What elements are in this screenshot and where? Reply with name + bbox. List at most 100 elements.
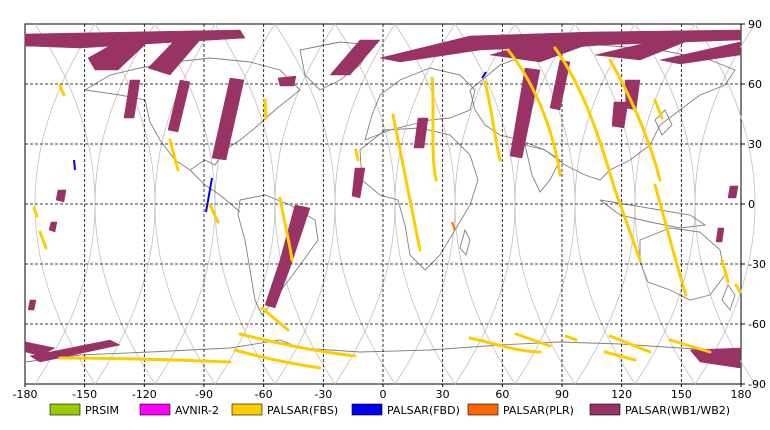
legend-label: PALSAR(PLR) — [503, 404, 574, 417]
legend-label: PALSAR(FBD) — [387, 404, 460, 417]
legend: PRSIM AVNIR-2 PALSAR(FBS) PALSAR(FBD) PALSAR… — [49, 403, 730, 417]
longitude-label: 0 — [380, 388, 387, 401]
longitude-label: 180 — [731, 388, 752, 401]
fbs-track-26 — [354, 148, 360, 162]
legend-swatch — [467, 403, 499, 416]
fbs-track-6 — [483, 80, 502, 162]
fbs-track-28 — [263, 98, 268, 120]
fbs-track-4 — [430, 76, 438, 182]
wb-swath-na-2 — [167, 79, 191, 133]
longitude-label: -150 — [72, 388, 97, 401]
legend-swatch — [589, 403, 621, 416]
wb-swath-africa — [351, 167, 366, 199]
fbs-track-9 — [260, 306, 290, 332]
longitude-label: 120 — [611, 388, 632, 401]
legend-swatch — [49, 403, 81, 416]
longitude-label: 90 — [555, 388, 569, 401]
wb-swath-asia-4 — [611, 101, 629, 129]
plr-track-1 — [451, 221, 456, 231]
palsar-fbs-tracks — [32, 46, 742, 370]
palsar-plr-tracks — [451, 221, 456, 231]
fbs-track-18 — [564, 334, 578, 342]
latitude-label: -30 — [748, 258, 766, 271]
latitude-label: -60 — [748, 318, 766, 331]
antarctica-coastline — [24, 339, 741, 363]
fbs-track-17 — [603, 350, 637, 362]
india-coastline — [524, 144, 561, 193]
longitude-label: 30 — [436, 388, 450, 401]
longitude-label: 60 — [495, 388, 509, 401]
latitude-label: 30 — [748, 138, 762, 151]
wb-swath-arctic-1 — [24, 29, 246, 49]
fbs-track-10 — [238, 332, 357, 358]
legend-swatch — [139, 403, 171, 416]
fbd-track-2 — [205, 177, 213, 213]
new-zealand-coastline — [721, 284, 736, 311]
africa-coastline — [359, 127, 479, 271]
fbs-track-8 — [278, 196, 294, 262]
palsar-fbd-tracks — [73, 71, 487, 213]
palsar-wb-swaths — [24, 29, 741, 369]
wb-swath-east-2 — [727, 185, 739, 199]
wb-swath-arctic-7 — [594, 39, 691, 61]
europe-coastline — [364, 67, 476, 141]
wb-swath-pacific-3 — [27, 299, 37, 311]
fbs-track-13 — [468, 336, 542, 354]
wb-swath-na-3 — [211, 77, 245, 161]
wb-swath-na-1 — [123, 79, 141, 119]
fbs-track-14 — [514, 332, 552, 348]
latitude-label: 90 — [748, 18, 762, 31]
wb-swath-pacific-1 — [55, 189, 67, 203]
madagascar-coastline — [459, 228, 471, 256]
fbs-track-3 — [608, 58, 662, 182]
fbd-track-3 — [73, 159, 76, 171]
legend-label: PRSIM — [85, 404, 119, 417]
fbs-track-5 — [391, 113, 422, 252]
wb-swath-sa — [264, 204, 311, 309]
wb-swath-arctic-3 — [147, 39, 201, 76]
legend-swatch — [231, 403, 263, 416]
fbs-track-24 — [720, 258, 730, 284]
legend-swatch — [351, 403, 383, 416]
orbit-track — [694, 23, 756, 385]
wb-swath-asia-2 — [549, 59, 571, 111]
legend-label: AVNIR-2 — [175, 404, 219, 417]
latitude-label: -90 — [748, 378, 766, 391]
fbs-track-12 — [58, 356, 232, 364]
latitude-label: 0 — [748, 198, 755, 211]
latitude-labels: 90 60 30 0 -30 -60 -90 — [741, 18, 766, 391]
australia-coastline — [639, 227, 726, 301]
latitude-label: 60 — [748, 78, 762, 91]
wb-swath-arctic-4 — [329, 39, 381, 76]
legend-label: PALSAR(FBS) — [267, 404, 338, 417]
fbs-track-27 — [653, 98, 664, 120]
wb-swath-sea — [277, 75, 297, 87]
longitude-label: -60 — [255, 388, 273, 401]
fbs-track-23 — [58, 84, 66, 97]
fbs-track-22 — [208, 203, 220, 224]
wb-swath-east-1 — [715, 227, 725, 243]
fbs-track-21 — [168, 138, 180, 172]
wb-swath-arctic-2 — [87, 39, 151, 71]
fbs-track-1 — [506, 48, 562, 177]
fbs-track-15 — [608, 334, 652, 354]
wb-swath-arctic-6 — [489, 34, 601, 63]
indonesia-coastline — [599, 199, 707, 229]
longitude-label: -120 — [132, 388, 157, 401]
central-america-coastline — [189, 169, 241, 213]
wb-swath-pacific-2 — [48, 221, 58, 233]
wb-swath-eu — [413, 117, 429, 149]
north-america-coastline — [83, 57, 301, 171]
longitude-labels: -180 -150 -120 -90 -60 -30 0 30 60 90 120 150 180 — [13, 384, 752, 401]
fbd-track-1 — [481, 71, 487, 79]
legend-label: PALSAR(WB1/WB2) — [625, 404, 730, 417]
fbs-track-19 — [38, 230, 48, 250]
fbs-track-25 — [734, 283, 742, 294]
fbs-track-11 — [233, 348, 322, 370]
wb-swath-ant-3 — [689, 347, 741, 369]
longitude-label: 150 — [671, 388, 692, 401]
fbs-track-7 — [653, 183, 688, 297]
longitude-label: -180 — [13, 388, 38, 401]
fbs-track-20 — [32, 206, 39, 218]
